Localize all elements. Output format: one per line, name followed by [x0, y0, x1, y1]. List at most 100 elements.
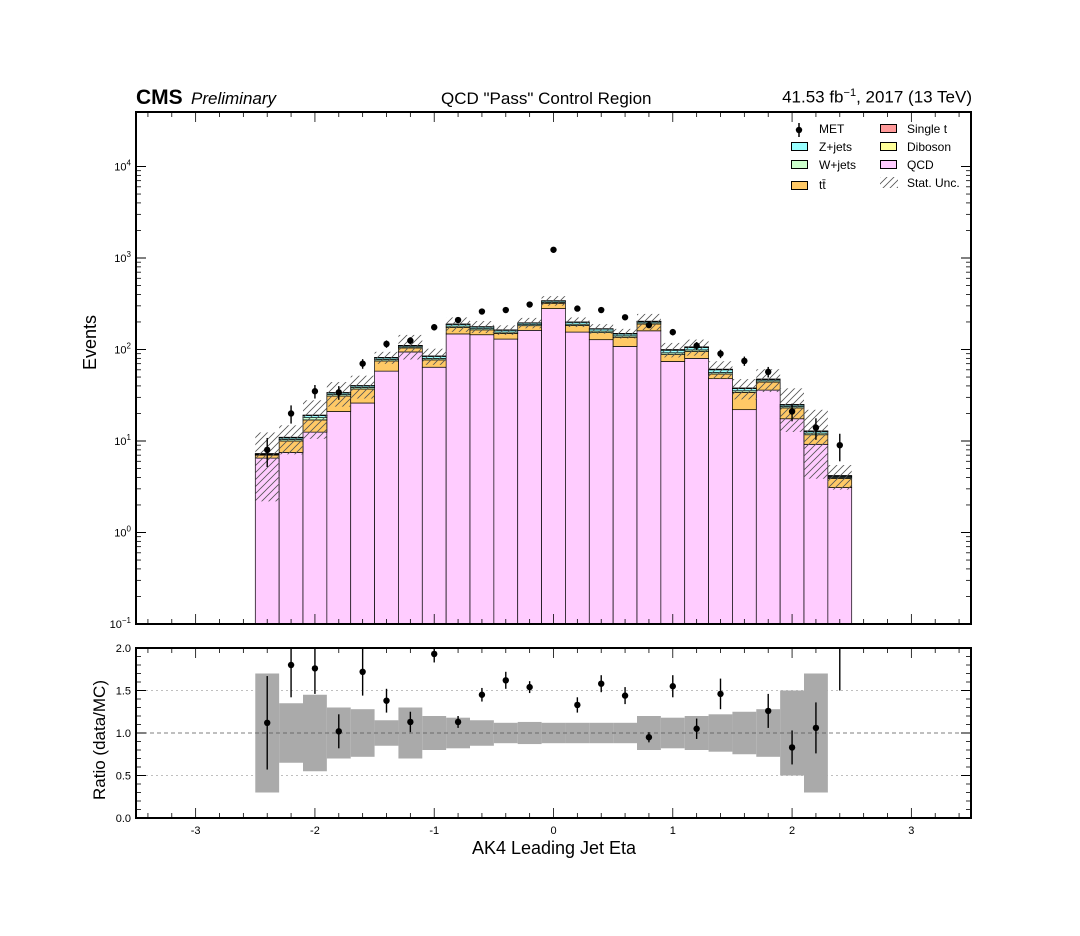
- bar-qcd-21: [755, 389, 781, 625]
- data-point-24: [836, 441, 843, 449]
- stat-unc-band-5: [374, 351, 399, 364]
- bar-qcd-6: [398, 351, 423, 625]
- legend-wjets-swatch: [791, 160, 808, 169]
- ratio-band-5: [374, 720, 399, 746]
- stat-unc-band-20: [732, 379, 757, 400]
- stat-unc-band-11: [517, 317, 542, 329]
- ratio-point-4: [359, 668, 366, 675]
- bar-qcd-10: [493, 338, 519, 625]
- xtick-label-1: -2: [310, 825, 320, 837]
- data-point-18: [693, 342, 700, 349]
- ratio-point-21: [812, 724, 820, 732]
- bar-qcd-2: [302, 431, 328, 625]
- data-point-14: [598, 306, 605, 314]
- bar-qcd-24: [827, 487, 853, 625]
- data-point-7: [431, 324, 438, 331]
- bar-qcd-19: [708, 378, 733, 625]
- xtick-label-6: 3: [908, 825, 914, 837]
- data-point-4: [359, 360, 366, 367]
- ratio-ytick-label-4: 2.0: [116, 643, 131, 655]
- ratio-point-17: [693, 725, 700, 732]
- stat-unc-band-12: [541, 296, 566, 306]
- bar-qcd-20: [732, 409, 757, 625]
- ratio-band-7: [422, 716, 447, 750]
- stat-unc-band-9: [470, 321, 494, 334]
- data-point-19: [717, 350, 724, 357]
- status-label: Preliminary: [191, 89, 277, 108]
- data-point-0: [264, 446, 271, 454]
- main-ytick-label-3: 102: [114, 342, 131, 357]
- bar-qcd-9: [469, 334, 495, 625]
- data-point-20: [741, 357, 748, 365]
- data-point-21: [765, 368, 772, 376]
- bar-qcd-8: [445, 333, 471, 625]
- ratio-y-axis-label: Ratio (data/MC): [90, 680, 109, 800]
- ratio-point-16: [669, 683, 676, 690]
- ratio-point-14: [621, 692, 629, 699]
- legend-singlet: Single t: [907, 122, 948, 136]
- ratio-point-13: [598, 680, 605, 687]
- data-point-22: [788, 408, 796, 415]
- data-point-16: [645, 321, 653, 329]
- ratio-point-2: [311, 665, 319, 672]
- xtick-label-5: 2: [789, 825, 795, 837]
- data-point-8: [454, 316, 462, 324]
- bar-qcd-5: [374, 370, 399, 625]
- ratio-band-15: [613, 722, 637, 744]
- stat-unc-band-21: [756, 369, 781, 393]
- legend-wjets: W+jets: [819, 158, 857, 172]
- stat-unc-band-17: [660, 342, 685, 358]
- stat-unc-band-4: [350, 375, 375, 399]
- legend-met: MET: [819, 122, 845, 136]
- data-point-12: [550, 246, 557, 253]
- ratio-ytick-label-1: 0.5: [116, 771, 131, 783]
- xtick-label-2: -1: [429, 825, 439, 837]
- data-point-10: [502, 306, 509, 314]
- plot-title: QCD "Pass" Control Region: [441, 89, 652, 108]
- data-point-15: [621, 314, 629, 321]
- ratio-band-20: [732, 711, 757, 755]
- stat-unc-band-23: [804, 409, 828, 479]
- stat-unc-band-15: [613, 328, 637, 339]
- stat-unc-band-1: [279, 425, 303, 455]
- bar-qcd-7: [421, 366, 447, 625]
- stat-unc-band-10: [493, 325, 518, 335]
- ratio-point-9: [478, 691, 486, 698]
- experiment-label: CMS: [136, 86, 183, 109]
- ratio-band-12: [541, 722, 566, 744]
- bar-qcd-16: [636, 330, 662, 625]
- ratio-point-10: [502, 677, 509, 684]
- data-point-17: [669, 328, 676, 336]
- legend-statunc-swatch: [880, 177, 898, 188]
- stat-unc-band-19: [708, 361, 733, 380]
- stat-unc-band-6: [398, 334, 423, 360]
- bar-qcd-17: [660, 361, 686, 625]
- ratio-point-20: [788, 744, 796, 751]
- main-ytick-label-0: 10−1: [110, 616, 132, 631]
- legend-singlet-swatch: [880, 124, 897, 133]
- legend-zjets: Z+jets: [819, 140, 853, 154]
- xtick-label-3: 0: [550, 825, 556, 837]
- lumi-value: 41.53 fb: [782, 87, 844, 107]
- legend-qcd: QCD: [907, 158, 934, 172]
- legend-statunc: Stat. Unc.: [907, 176, 960, 190]
- main-plot: 10−1 100 101 102 103 104: [110, 111, 972, 631]
- data-point-13: [574, 305, 581, 312]
- ratio-point-3: [335, 728, 342, 735]
- xtick-label-4: 1: [670, 825, 676, 837]
- legend-qcd-swatch: [880, 160, 897, 169]
- ratio-band-17: [660, 717, 685, 749]
- bar-qcd-14: [588, 339, 614, 625]
- stat-unc-band-14: [589, 324, 614, 334]
- ratio-ytick-label-0: 0.0: [116, 813, 131, 825]
- xtick-label-0: -3: [191, 825, 201, 837]
- legend-diboson: Diboson: [907, 140, 952, 154]
- ratio-ytick-label-3: 1.5: [116, 686, 131, 698]
- ratio-ytick-label-2: 1.0: [116, 728, 131, 740]
- stat-unc-band-2: [303, 400, 327, 439]
- bar-qcd-4: [350, 402, 375, 625]
- ratio-point-15: [645, 734, 653, 741]
- main-ytick-label-2: 101: [114, 433, 131, 448]
- bar-qcd-11: [517, 329, 542, 625]
